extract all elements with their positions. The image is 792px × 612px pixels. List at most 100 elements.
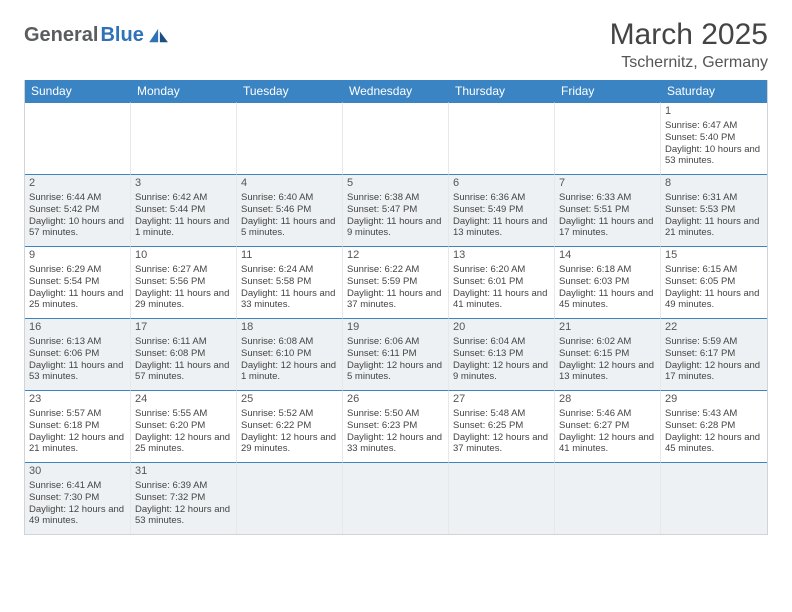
- sunrise-line: Sunrise: 5:46 AM: [559, 408, 656, 420]
- calendar-cell: 23Sunrise: 5:57 AMSunset: 6:18 PMDayligh…: [25, 390, 131, 462]
- sunset-line: Sunset: 5:44 PM: [135, 204, 232, 216]
- daylight-line: Daylight: 12 hours and 21 minutes.: [29, 432, 126, 456]
- daylight-line: Daylight: 10 hours and 57 minutes.: [29, 216, 126, 240]
- sunrise-line: Sunrise: 5:57 AM: [29, 408, 126, 420]
- calendar: SundayMondayTuesdayWednesdayThursdayFrid…: [24, 80, 768, 535]
- daylight-line: Daylight: 10 hours and 53 minutes.: [665, 144, 763, 168]
- calendar-cell: 21Sunrise: 6:02 AMSunset: 6:15 PMDayligh…: [555, 318, 661, 390]
- daylight-line: Daylight: 11 hours and 33 minutes.: [241, 288, 338, 312]
- calendar-cell: 13Sunrise: 6:20 AMSunset: 6:01 PMDayligh…: [449, 246, 555, 318]
- calendar-cell: 12Sunrise: 6:22 AMSunset: 5:59 PMDayligh…: [343, 246, 449, 318]
- sunrise-line: Sunrise: 6:38 AM: [347, 192, 444, 204]
- calendar-cell: [237, 102, 343, 174]
- sunset-line: Sunset: 6:05 PM: [665, 276, 763, 288]
- sunrise-line: Sunrise: 6:06 AM: [347, 336, 444, 348]
- sunrise-line: Sunrise: 6:11 AM: [135, 336, 232, 348]
- daylight-line: Daylight: 12 hours and 5 minutes.: [347, 360, 444, 384]
- daylight-line: Daylight: 11 hours and 41 minutes.: [453, 288, 550, 312]
- calendar-cell: [555, 462, 661, 534]
- sunrise-line: Sunrise: 5:52 AM: [241, 408, 338, 420]
- day-number: 28: [559, 393, 656, 407]
- daylight-line: Daylight: 12 hours and 41 minutes.: [559, 432, 656, 456]
- daylight-line: Daylight: 12 hours and 17 minutes.: [665, 360, 763, 384]
- daylight-line: Daylight: 12 hours and 53 minutes.: [135, 504, 232, 528]
- day-number: 20: [453, 321, 550, 335]
- calendar-cell: 27Sunrise: 5:48 AMSunset: 6:25 PMDayligh…: [449, 390, 555, 462]
- sunrise-line: Sunrise: 6:44 AM: [29, 192, 126, 204]
- sunset-line: Sunset: 7:30 PM: [29, 492, 126, 504]
- calendar-cell: 5Sunrise: 6:38 AMSunset: 5:47 PMDaylight…: [343, 174, 449, 246]
- title-block: March 2025 Tschernitz, Germany: [610, 18, 768, 72]
- daylight-line: Daylight: 11 hours and 17 minutes.: [559, 216, 656, 240]
- weekday-label: Wednesday: [343, 80, 449, 102]
- sail-icon: [148, 28, 170, 44]
- daylight-line: Daylight: 11 hours and 21 minutes.: [665, 216, 763, 240]
- calendar-cell: 11Sunrise: 6:24 AMSunset: 5:58 PMDayligh…: [237, 246, 343, 318]
- day-number: 21: [559, 321, 656, 335]
- day-number: 18: [241, 321, 338, 335]
- sunrise-line: Sunrise: 6:22 AM: [347, 264, 444, 276]
- sunrise-line: Sunrise: 6:42 AM: [135, 192, 232, 204]
- calendar-cell: [131, 102, 237, 174]
- sunrise-line: Sunrise: 6:29 AM: [29, 264, 126, 276]
- sunset-line: Sunset: 6:20 PM: [135, 420, 232, 432]
- sunrise-line: Sunrise: 5:48 AM: [453, 408, 550, 420]
- sunset-line: Sunset: 5:40 PM: [665, 132, 763, 144]
- sunrise-line: Sunrise: 6:31 AM: [665, 192, 763, 204]
- daylight-line: Daylight: 11 hours and 25 minutes.: [29, 288, 126, 312]
- calendar-cell: 14Sunrise: 6:18 AMSunset: 6:03 PMDayligh…: [555, 246, 661, 318]
- weekday-label: Tuesday: [237, 80, 343, 102]
- sunset-line: Sunset: 6:13 PM: [453, 348, 550, 360]
- sunset-line: Sunset: 5:54 PM: [29, 276, 126, 288]
- weekday-label: Friday: [555, 80, 661, 102]
- sunset-line: Sunset: 5:58 PM: [241, 276, 338, 288]
- sunrise-line: Sunrise: 6:33 AM: [559, 192, 656, 204]
- daylight-line: Daylight: 11 hours and 45 minutes.: [559, 288, 656, 312]
- daylight-line: Daylight: 12 hours and 37 minutes.: [453, 432, 550, 456]
- day-number: 3: [135, 177, 232, 191]
- sunrise-line: Sunrise: 6:27 AM: [135, 264, 232, 276]
- sunset-line: Sunset: 6:06 PM: [29, 348, 126, 360]
- sunset-line: Sunset: 6:15 PM: [559, 348, 656, 360]
- calendar-cell: 25Sunrise: 5:52 AMSunset: 6:22 PMDayligh…: [237, 390, 343, 462]
- sunset-line: Sunset: 6:28 PM: [665, 420, 763, 432]
- sunrise-line: Sunrise: 5:43 AM: [665, 408, 763, 420]
- weekday-label: Monday: [131, 80, 237, 102]
- calendar-cell: 31Sunrise: 6:39 AMSunset: 7:32 PMDayligh…: [131, 462, 237, 534]
- calendar-cell: 4Sunrise: 6:40 AMSunset: 5:46 PMDaylight…: [237, 174, 343, 246]
- calendar-cell: 28Sunrise: 5:46 AMSunset: 6:27 PMDayligh…: [555, 390, 661, 462]
- day-number: 29: [665, 393, 763, 407]
- day-number: 19: [347, 321, 444, 335]
- day-number: 4: [241, 177, 338, 191]
- sunset-line: Sunset: 6:01 PM: [453, 276, 550, 288]
- sunrise-line: Sunrise: 6:18 AM: [559, 264, 656, 276]
- daylight-line: Daylight: 12 hours and 1 minute.: [241, 360, 338, 384]
- sunset-line: Sunset: 6:18 PM: [29, 420, 126, 432]
- day-number: 24: [135, 393, 232, 407]
- calendar-cell: [343, 462, 449, 534]
- calendar-cell: 26Sunrise: 5:50 AMSunset: 6:23 PMDayligh…: [343, 390, 449, 462]
- page-header: General Blue March 2025 Tschernitz, Germ…: [24, 18, 768, 72]
- daylight-line: Daylight: 11 hours and 13 minutes.: [453, 216, 550, 240]
- sunrise-line: Sunrise: 5:59 AM: [665, 336, 763, 348]
- calendar-cell: [343, 102, 449, 174]
- day-number: 22: [665, 321, 763, 335]
- day-number: 7: [559, 177, 656, 191]
- sunrise-line: Sunrise: 6:20 AM: [453, 264, 550, 276]
- sunset-line: Sunset: 5:47 PM: [347, 204, 444, 216]
- calendar-cell: 2Sunrise: 6:44 AMSunset: 5:42 PMDaylight…: [25, 174, 131, 246]
- daylight-line: Daylight: 12 hours and 33 minutes.: [347, 432, 444, 456]
- sunset-line: Sunset: 6:10 PM: [241, 348, 338, 360]
- day-number: 10: [135, 249, 232, 263]
- day-number: 15: [665, 249, 763, 263]
- sunrise-line: Sunrise: 6:47 AM: [665, 120, 763, 132]
- logo: General Blue: [24, 24, 170, 47]
- day-number: 13: [453, 249, 550, 263]
- day-number: 25: [241, 393, 338, 407]
- calendar-cell: [449, 462, 555, 534]
- calendar-cell: 7Sunrise: 6:33 AMSunset: 5:51 PMDaylight…: [555, 174, 661, 246]
- calendar-cell: 15Sunrise: 6:15 AMSunset: 6:05 PMDayligh…: [661, 246, 767, 318]
- sunrise-line: Sunrise: 6:36 AM: [453, 192, 550, 204]
- day-number: 8: [665, 177, 763, 191]
- sunrise-line: Sunrise: 6:13 AM: [29, 336, 126, 348]
